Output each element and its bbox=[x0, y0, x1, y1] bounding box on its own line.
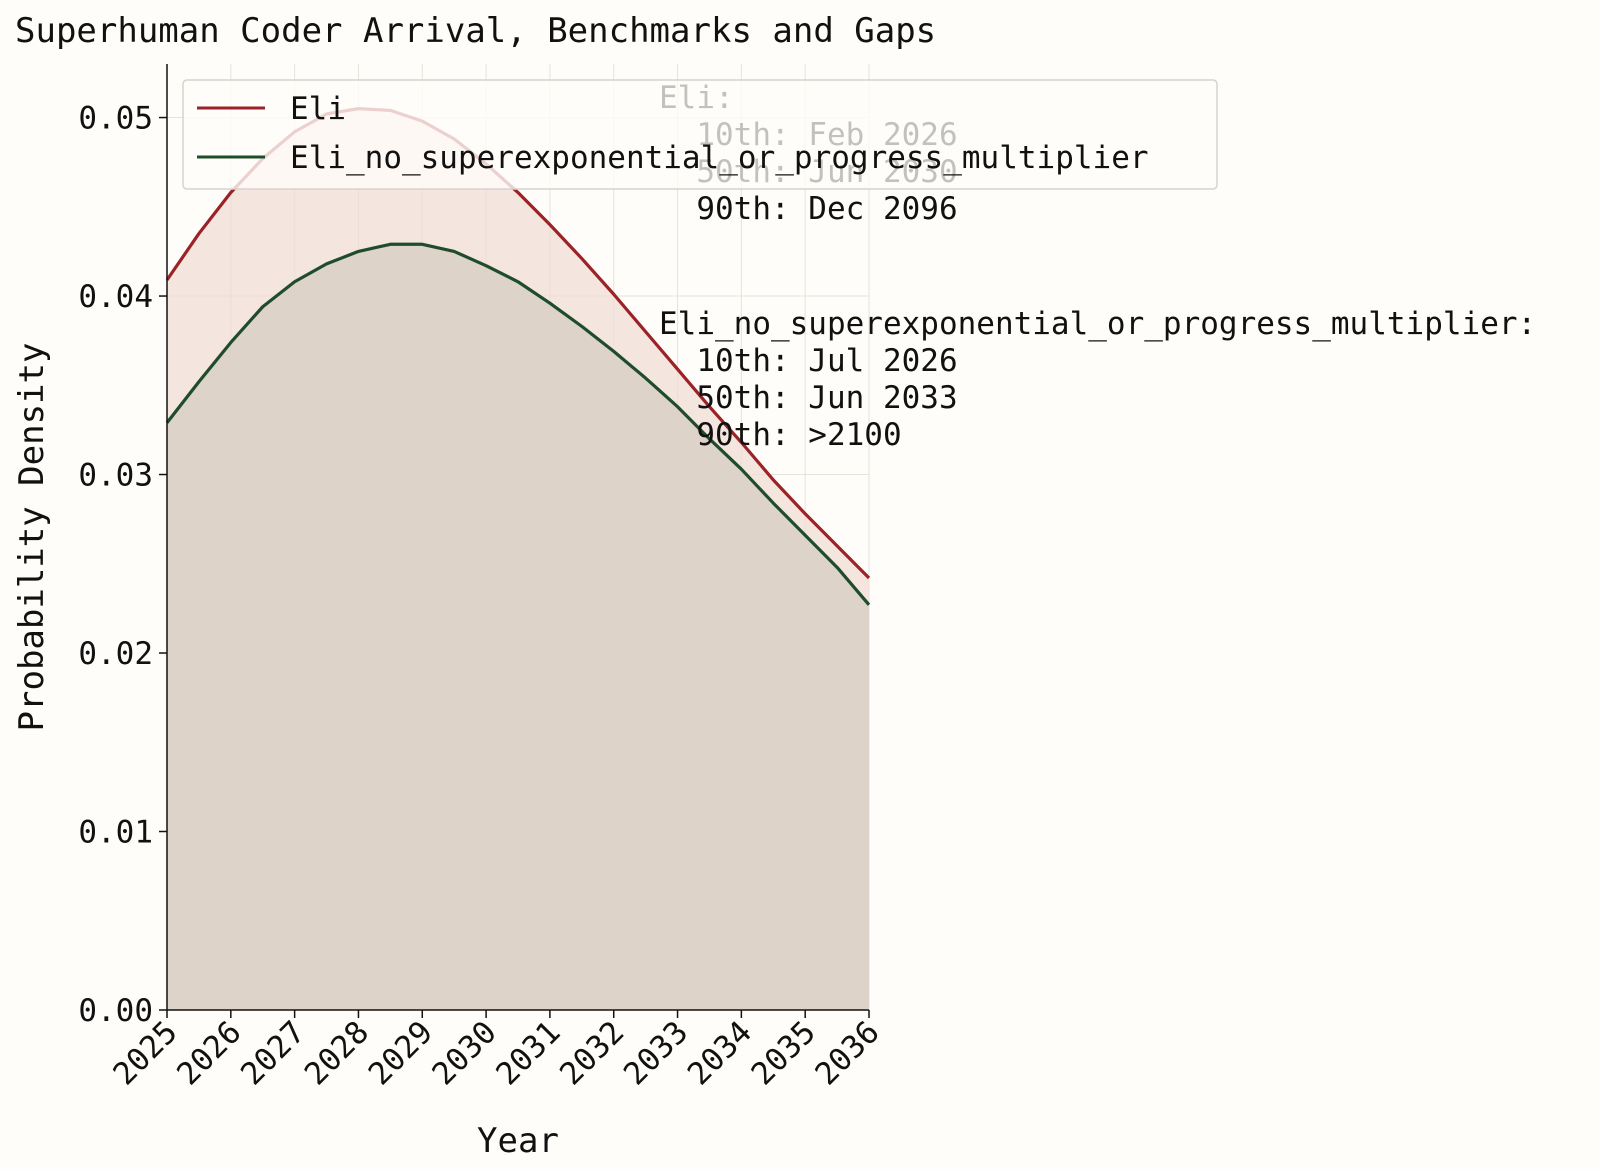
annotation-no-super-line: 50th: Jun 2033 bbox=[659, 380, 958, 416]
annotation-eli-line: 90th: Dec 2096 bbox=[659, 191, 958, 227]
x-axis-label: Year bbox=[477, 1121, 559, 1161]
area-fill-no-super bbox=[167, 244, 869, 1010]
y-tick-label: 0.03 bbox=[78, 458, 153, 494]
x-tick-label: 2029 bbox=[362, 1014, 440, 1092]
y-tick-label: 0.02 bbox=[78, 636, 153, 672]
annotation-eli-header: Eli: bbox=[659, 80, 734, 116]
y-tick-label: 0.00 bbox=[78, 993, 153, 1029]
annotation-no-super-line: 10th: Jul 2026 bbox=[659, 343, 958, 379]
series-line-no-super bbox=[165, 242, 871, 606]
x-ticks: 2025202620272028202920302031203220332034… bbox=[106, 1010, 887, 1092]
legend: Eli Eli_no_superexponential_or_progress_… bbox=[182, 79, 1218, 190]
x-tick-label: 2028 bbox=[298, 1014, 376, 1092]
x-tick-label: 2032 bbox=[553, 1014, 631, 1092]
legend-label-no-super: Eli_no_superexponential_or_progress_mult… bbox=[290, 140, 1149, 176]
y-tick-label: 0.01 bbox=[78, 815, 153, 851]
legend-box bbox=[182, 79, 1218, 190]
x-tick-label: 2034 bbox=[681, 1014, 759, 1092]
axes bbox=[166, 64, 869, 1011]
chart-title: Superhuman Coder Arrival, Benchmarks and… bbox=[15, 11, 936, 51]
fill-areas bbox=[167, 108, 869, 1011]
annotation-no-super-line: 90th: >2100 bbox=[659, 417, 902, 453]
annotation-no-super-header: Eli_no_superexponential_or_progress_mult… bbox=[659, 306, 1536, 342]
annotation-no-super: Eli_no_superexponential_or_progress_mult… bbox=[659, 306, 1536, 453]
y-ticks: 0.00 0.01 0.02 0.03 0.04 0.05 bbox=[78, 101, 167, 1029]
x-tick-label: 2036 bbox=[808, 1014, 886, 1092]
y-axis-label: Probability Density bbox=[12, 343, 52, 732]
y-tick-label: 0.04 bbox=[78, 279, 153, 315]
annotation-eli-line: 50th: Jun 2030 bbox=[659, 154, 958, 190]
annotation-eli: Eli: 10th: Feb 2026 50th: Jun 2030 90th:… bbox=[659, 80, 958, 227]
x-tick-label: 2033 bbox=[617, 1014, 695, 1092]
x-tick-label: 2035 bbox=[745, 1014, 823, 1092]
x-tick-label: 2026 bbox=[170, 1014, 248, 1092]
annotation-eli-line: 10th: Feb 2026 bbox=[659, 117, 958, 153]
x-tick-label: 2030 bbox=[426, 1014, 504, 1092]
x-tick-label: 2027 bbox=[234, 1014, 312, 1092]
y-tick-label: 0.05 bbox=[78, 101, 153, 137]
x-tick-label: 2031 bbox=[489, 1014, 567, 1092]
legend-label-eli: Eli bbox=[290, 91, 346, 127]
